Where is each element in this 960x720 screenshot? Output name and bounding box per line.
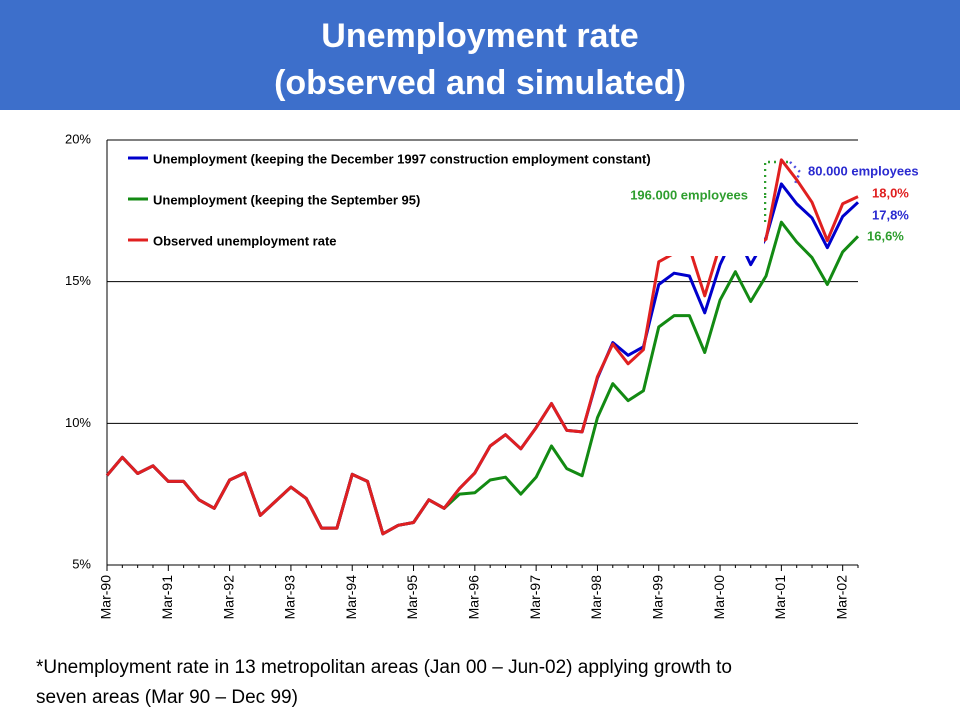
legend-label: Observed unemployment rate [153,233,337,248]
y-tick-label: 15% [65,273,91,288]
x-tick-label: Mar-01 [772,575,788,620]
y-tick-label: 10% [65,415,91,430]
legend-label: Unemployment (keeping the September 95) [153,192,420,207]
x-tick-label: Mar-96 [466,575,482,620]
y-tick-label: 5% [72,556,91,571]
x-tick-label: Mar-97 [527,575,543,620]
x-tick-label: Mar-98 [588,575,604,620]
x-tick-label: Mar-90 [98,575,114,620]
series-line [105,220,860,536]
footnote: seven areas (Mar 90 – Dec 99) [36,687,298,708]
x-tick-label: Mar-00 [711,575,727,620]
legend-label: Unemployment (keeping the December 1997 … [153,151,651,166]
footnote: *Unemployment rate in 13 metropolitan ar… [36,657,732,678]
chart-title: Unemployment rate [321,17,638,55]
title-banner [0,0,960,110]
legend-box [122,146,764,256]
bracket [789,161,802,187]
annotation: 196.000 employees [630,187,748,202]
x-tick-label: Mar-95 [404,575,420,620]
annotation: 80.000 employees [808,163,919,178]
x-tick-label: Mar-93 [282,575,298,620]
annotation: 16,6% [867,228,904,243]
x-tick-label: Mar-92 [220,575,236,620]
x-tick-label: Mar-94 [343,575,359,620]
chart-title: (observed and simulated) [274,64,686,102]
x-tick-label: Mar-99 [649,575,665,620]
annotation: 17,8% [872,207,909,222]
annotation: 18,0% [872,185,909,200]
x-tick-label: Mar-91 [159,575,175,620]
y-tick-label: 20% [65,131,91,146]
x-tick-label: Mar-02 [833,575,849,620]
